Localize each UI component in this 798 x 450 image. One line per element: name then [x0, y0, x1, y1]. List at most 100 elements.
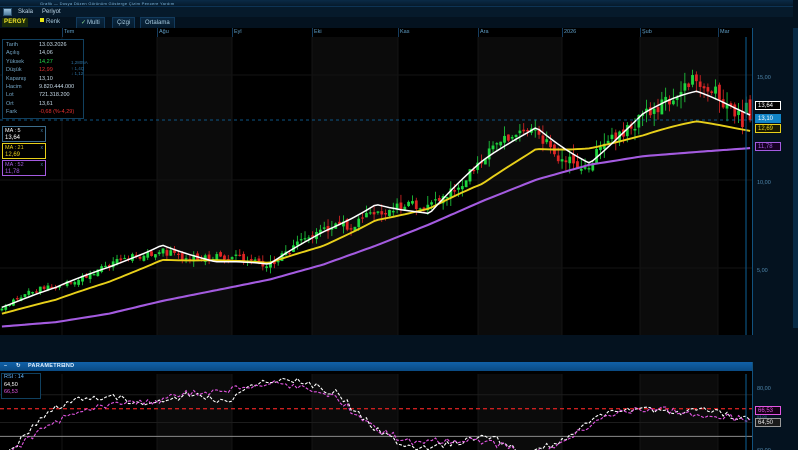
- tab-renk-label: Renk: [46, 19, 61, 25]
- close-icon[interactable]: x: [40, 162, 44, 168]
- rsi-legend-label: 64,50: [4, 381, 18, 388]
- time-axis-tick: [640, 28, 641, 37]
- quote-row: Açılış 14,06: [3, 49, 83, 57]
- rsi-legend: RSI : 14 64,50 66,53: [1, 373, 41, 399]
- tab-cizgi-label: Çizgi: [117, 20, 131, 26]
- quote-row: Kapanış 13,10: [3, 75, 83, 83]
- price-tag[interactable]: 13,64: [755, 101, 781, 110]
- indicator-series-svg: [0, 374, 752, 450]
- close-icon[interactable]: x: [40, 145, 44, 151]
- price-series-svg: [0, 37, 752, 335]
- time-axis-tick: [562, 28, 563, 37]
- quote-row: Yüksek 14,27: [3, 58, 83, 66]
- quote-row-value: 12,99: [39, 67, 53, 74]
- tab-cizgi[interactable]: Çizgi: [112, 17, 136, 28]
- time-axis-label: 2026: [564, 29, 577, 35]
- indicator-pane[interactable]: – ↻ PARAMETRE IND 80,0060,0064,0062,5066…: [0, 362, 798, 450]
- tab-renk[interactable]: Renk: [36, 17, 64, 28]
- symbol-badge[interactable]: PERGY: [2, 18, 29, 27]
- minimize-icon[interactable]: –: [4, 363, 8, 369]
- time-axis: Tem Ağu Eyl Eki Kas Ara 2026 Şub Mar: [0, 28, 798, 37]
- ma-legend-value: 12,69: [5, 152, 21, 158]
- price-tag[interactable]: 13,10: [755, 114, 781, 123]
- quote-row-value: -0,68 (%-4,29): [39, 109, 75, 116]
- price-scale[interactable]: 15,00 10,00 5,00 13,64 13,10 12,69 11,78: [752, 28, 798, 335]
- price-tag[interactable]: 11,78: [755, 142, 781, 151]
- price-tag[interactable]: 12,69: [755, 124, 781, 133]
- indicator-tag[interactable]: 66,53: [755, 406, 781, 415]
- vertical-scrollbar[interactable]: [793, 28, 798, 328]
- price-plot-area[interactable]: [0, 37, 752, 335]
- refresh-icon[interactable]: ↻: [16, 363, 21, 369]
- menubar: Skala Periyot: [0, 7, 798, 17]
- price-chart-pane[interactable]: Tem Ağu Eyl Eki Kas Ara 2026 Şub Mar 15,00 10,00 5…: [0, 28, 798, 335]
- quote-row-value: 14,06: [39, 50, 53, 57]
- quote-row-key: Hacim: [6, 83, 22, 90]
- indicator-scale-tick: 80,00: [757, 386, 771, 392]
- quote-row-key: Açılış: [6, 50, 20, 57]
- rsi-legend-item: 66,53: [2, 389, 40, 397]
- ohlc-mini-readout: 1,2805A ↑ 1,4Q ↓ 1,12: [71, 60, 88, 76]
- quote-row-key: Lot: [6, 92, 14, 99]
- time-axis-label: Tem: [64, 29, 75, 35]
- quote-row-value: 721.318.200: [39, 92, 70, 99]
- chart-workspace: Tem Ağu Eyl Eki Kas Ara 2026 Şub Mar 15,00 10,00 5…: [0, 28, 798, 450]
- time-axis-tick: [398, 28, 399, 37]
- ma-legend-item[interactable]: MA : 52 11,78 x: [2, 160, 46, 176]
- indicator-tag[interactable]: 64,50: [755, 418, 781, 427]
- ma-legend-label: MA : 5: [5, 128, 21, 134]
- ma-legend-item[interactable]: MA : 21 12,69 x: [2, 143, 46, 159]
- quote-row: Tarih 13.03.2026: [3, 41, 83, 49]
- indicator-header[interactable]: – ↻ PARAMETRE IND: [0, 362, 798, 371]
- quote-row-value: 14,27: [39, 58, 53, 65]
- quote-row-value: 13,61: [39, 100, 53, 107]
- quote-row-key: Yüksek: [6, 58, 25, 65]
- time-axis-tick: [157, 28, 158, 37]
- quote-row: Fark -0,68 (%-4,29): [3, 108, 83, 116]
- check-icon: ✓: [81, 20, 87, 26]
- quote-row-key: Fark: [6, 109, 17, 116]
- indicator-name-label[interactable]: IND: [64, 363, 75, 369]
- indicator-parameter-label[interactable]: PARAMETRE: [28, 363, 66, 369]
- ma-legend-value: 13,64: [5, 135, 21, 141]
- tab-ortalama[interactable]: Ortalama: [140, 17, 175, 28]
- indicator-scale-subtick: 64,00: [757, 414, 768, 419]
- window-title: Grafik — Dosya Düzen Görünüm Gösterge Çi…: [40, 1, 175, 6]
- rsi-legend-label: 66,53: [4, 389, 18, 395]
- time-axis-label: Eyl: [234, 29, 242, 35]
- time-axis-label: Ara: [480, 29, 489, 35]
- menu-item-skala[interactable]: Skala: [18, 9, 34, 15]
- time-axis-label: Kas: [400, 29, 410, 35]
- quote-row: Lot 721.318.200: [3, 91, 83, 99]
- quote-row: Düşük 12,99: [3, 66, 83, 74]
- time-axis-tick: [478, 28, 479, 37]
- menu-item-periyot[interactable]: Periyot: [42, 9, 61, 15]
- chart-toolbar: PERGY Renk ✓Multi Çizgi Ortalama: [0, 17, 798, 28]
- indicator-plot-area[interactable]: [0, 374, 752, 450]
- rsi-legend-label: RSI : 14: [4, 374, 24, 380]
- ma-legend-item[interactable]: MA : 5 13,64 x: [2, 126, 46, 142]
- indicator-scale-tick: 60,00: [757, 448, 771, 450]
- time-axis-tick: [62, 28, 63, 37]
- price-scale-tick: 5,00: [757, 268, 768, 274]
- tab-multi[interactable]: ✓Multi: [76, 17, 105, 28]
- quote-row-value: 13.03.2026: [39, 42, 67, 48]
- ma-legend-label: MA : 21: [5, 145, 24, 151]
- chart-window-icon[interactable]: [3, 8, 12, 16]
- tab-ortalama-label: Ortalama: [145, 20, 170, 26]
- price-scale-tick: 15,00: [757, 75, 771, 81]
- color-swatch-icon: [40, 18, 44, 22]
- time-axis-tick: [312, 28, 313, 37]
- price-scale-tick: 10,00: [757, 180, 771, 186]
- quote-row: Ort 13,61: [3, 100, 83, 108]
- tab-multi-label: Multi: [87, 20, 100, 26]
- quote-row-value: 13,10: [39, 75, 53, 82]
- time-axis-label: Mar: [720, 29, 730, 35]
- quote-row-value: 9.820.444.000: [39, 83, 75, 90]
- quote-row: Hacim 9.820.444.000: [3, 83, 83, 91]
- close-icon[interactable]: x: [40, 128, 44, 134]
- ma-legend-value: 11,78: [5, 169, 20, 175]
- quote-row-key: Düşük: [6, 67, 22, 74]
